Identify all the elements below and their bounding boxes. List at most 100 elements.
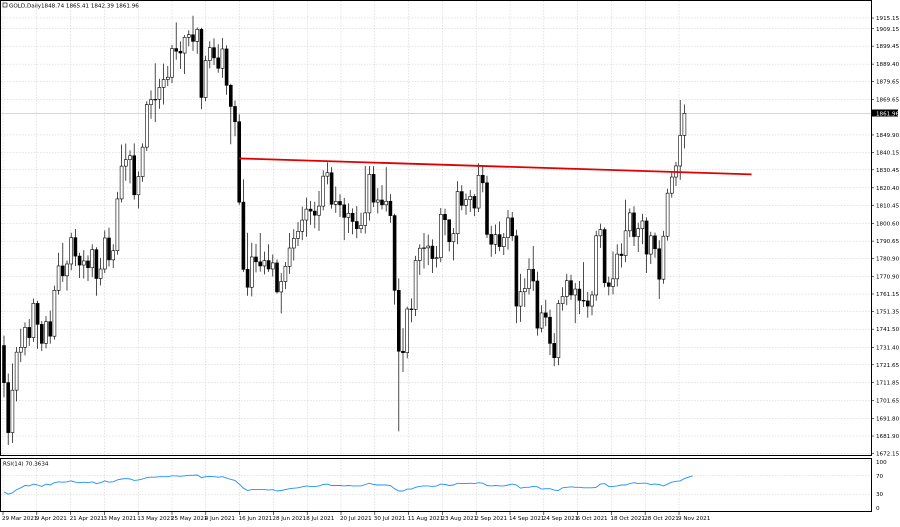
candle-body-up: [661, 235, 666, 280]
x-tick-label: 6 Oct 2021: [577, 516, 608, 522]
candle-body-up: [501, 237, 506, 247]
candle: [98, 257, 103, 286]
candle: [447, 219, 452, 252]
candle: [195, 27, 199, 54]
candle: [6, 373, 10, 445]
candle-body-down: [258, 261, 263, 267]
candle-body-down: [77, 255, 82, 266]
candle-body-down: [178, 50, 183, 54]
candle-body-down: [606, 282, 611, 287]
candle: [199, 27, 204, 110]
candle: [140, 143, 145, 182]
candle-body-up: [665, 192, 670, 237]
candle: [107, 227, 111, 267]
candle-body-up: [669, 176, 674, 194]
candle: [136, 171, 141, 209]
candle: [321, 170, 326, 211]
candle: [103, 230, 107, 274]
candle: [182, 35, 187, 75]
candle: [384, 167, 389, 212]
candle: [111, 244, 115, 269]
candle-body-down: [497, 234, 502, 247]
candle-body-down: [489, 234, 494, 245]
candle: [14, 346, 19, 402]
candle: [657, 240, 662, 299]
candle-body-down: [585, 300, 590, 307]
candle-body-down: [237, 121, 241, 203]
candle: [60, 242, 65, 282]
candle-body-up: [291, 238, 296, 249]
candle-body-up: [539, 312, 544, 329]
candle-body-up: [262, 260, 267, 267]
rsi-tick-label: 70: [876, 474, 884, 480]
candle-body-down: [233, 106, 237, 122]
y-tick-label: 1889.40: [876, 62, 900, 68]
y-tick-label: 1849.90: [876, 133, 900, 139]
candle-body-up: [426, 245, 431, 249]
candle: [287, 232, 292, 274]
candle-body-down: [392, 215, 397, 291]
candle-body-down: [48, 321, 53, 337]
candle-body-down: [245, 269, 250, 288]
candle-body-down: [577, 288, 582, 301]
candle-body-up: [359, 225, 363, 229]
y-tick-label: 1869.65: [876, 98, 900, 104]
candle: [564, 273, 569, 306]
x-tick-label: 9 Apr 2021: [36, 516, 67, 522]
candle-body-up: [140, 146, 145, 177]
resistance-trendline[interactable]: [239, 157, 752, 176]
ohlc-values: 1848.74 1865.41 1842.39 1861.96: [41, 4, 139, 10]
candle: [543, 299, 548, 327]
candle: [333, 186, 338, 213]
candle-body-up: [468, 196, 473, 200]
candle-body-down: [632, 212, 636, 237]
candle: [124, 143, 128, 181]
candle: [560, 287, 565, 311]
candle-body-up: [346, 212, 351, 218]
candle-body-up: [627, 212, 632, 232]
candle-body-down: [308, 208, 313, 212]
candle: [187, 30, 191, 47]
candle-body-down: [212, 47, 216, 59]
candle-body-down: [644, 220, 649, 255]
candle-body-up: [90, 249, 94, 269]
candle: [208, 41, 212, 69]
candle-body-down: [548, 316, 552, 344]
candle: [665, 188, 670, 241]
candle: [627, 208, 632, 238]
candle: [405, 306, 410, 359]
candle-body-down: [472, 196, 477, 209]
candle: [493, 224, 498, 255]
candle: [548, 309, 552, 356]
candle: [375, 188, 380, 214]
candle-body-up: [648, 235, 653, 255]
candle: [10, 363, 15, 443]
candle-body-down: [350, 212, 355, 222]
candle-body-up: [220, 48, 225, 69]
candle: [18, 328, 23, 363]
candle: [527, 258, 531, 295]
x-tick-label: 3 May 2021: [103, 516, 136, 522]
candle-body-up: [451, 233, 456, 243]
candle-body-down: [447, 219, 452, 243]
candle-body-down: [27, 327, 32, 338]
candle: [573, 282, 578, 324]
candle: [312, 201, 317, 229]
candle: [35, 300, 40, 349]
candle: [644, 217, 649, 273]
candle-body-up: [333, 201, 338, 205]
candle: [434, 246, 439, 268]
candle-body-up: [153, 98, 157, 101]
candle-body-up: [325, 172, 330, 177]
candle-body-up: [384, 200, 389, 206]
candle-body-up: [476, 174, 481, 209]
candle: [296, 222, 300, 247]
candle-body-up: [56, 265, 61, 291]
candle-body-up: [506, 217, 510, 238]
candle: [632, 206, 636, 247]
candle-body-down: [107, 237, 111, 261]
x-tick-label: 30 Jul 2021: [374, 516, 406, 522]
candle: [640, 213, 645, 245]
